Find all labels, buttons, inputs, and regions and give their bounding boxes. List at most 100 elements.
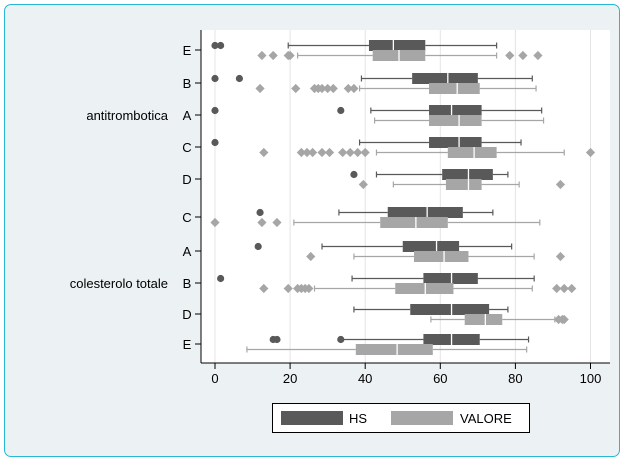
group-label: colesterolo totale: [70, 276, 168, 291]
outlier-point: [304, 283, 314, 294]
outlier-point: [210, 217, 220, 228]
outlier-point: [328, 83, 338, 94]
outlier-point: [235, 74, 244, 83]
outlier-point: [283, 283, 293, 294]
legend-swatch-valore: [391, 411, 453, 425]
outlier-point: [360, 147, 370, 158]
outlier-point: [358, 179, 368, 190]
outlier-point: [217, 274, 225, 283]
box-iqr: [380, 217, 448, 228]
box-iqr: [429, 83, 480, 94]
outlier-point: [343, 83, 353, 94]
box-hs: [211, 40, 498, 51]
outlier-point: [353, 147, 363, 158]
outlier-point: [552, 283, 562, 294]
plot-area: [201, 30, 610, 363]
outlier-point: [257, 217, 267, 228]
box-iqr: [442, 169, 493, 180]
outlier-point: [585, 147, 596, 158]
box-valore: [255, 83, 537, 94]
box-iqr: [429, 115, 482, 126]
y-tick-label: B: [183, 76, 192, 91]
outlier-point: [291, 83, 301, 94]
vertical-gridlines: [214, 30, 591, 363]
outlier-point: [211, 138, 219, 147]
y-tick-label: A: [183, 244, 192, 259]
box-iqr: [395, 283, 454, 294]
box-hs: [353, 304, 509, 315]
legend-swatch-hs: [281, 411, 343, 425]
box-iqr: [387, 207, 463, 218]
outlier-point: [350, 170, 358, 179]
box-hs: [254, 241, 513, 252]
box-iqr: [410, 304, 490, 315]
box-valore: [358, 179, 566, 190]
outlier-point: [345, 147, 355, 158]
x-tick-label: 20: [283, 371, 297, 386]
outlier-point: [308, 147, 318, 158]
outlier-point: [337, 335, 345, 344]
outlier-point: [518, 50, 528, 61]
outlier-point: [317, 83, 327, 94]
box-iqr: [423, 273, 478, 284]
box-iqr: [414, 251, 469, 262]
x-tick-label: 40: [358, 371, 372, 386]
box-hs: [211, 137, 522, 148]
outlier-point: [559, 283, 569, 294]
box-hs: [217, 273, 535, 284]
outlier-point: [337, 106, 345, 115]
outlier-point: [349, 83, 359, 94]
outlier-point: [324, 147, 335, 158]
x-tick-label: 60: [433, 371, 447, 386]
box-iqr: [464, 314, 503, 325]
box-valore: [306, 251, 566, 262]
outlier-point: [256, 208, 264, 217]
outlier-point: [567, 283, 577, 294]
outlier-point: [217, 41, 225, 50]
x-axis: 0 20 40 60 80 100: [201, 362, 610, 386]
y-tick-label: E: [183, 337, 192, 352]
box-iqr: [447, 147, 497, 158]
box-valore: [259, 147, 596, 158]
outlier-point: [259, 283, 269, 294]
group-label: antitrombotica: [86, 108, 168, 123]
outlier-point: [317, 147, 327, 158]
box-hs: [350, 169, 509, 180]
x-tick-label: 0: [211, 371, 218, 386]
outlier-point: [559, 314, 569, 325]
outlier-point: [211, 41, 219, 50]
box-series: [210, 40, 596, 355]
outlier-point: [255, 83, 265, 94]
box-hs: [269, 334, 530, 345]
outlier-point: [272, 217, 282, 228]
outlier-point: [259, 147, 269, 158]
outlier-point: [211, 106, 219, 115]
outlier-point: [285, 50, 295, 61]
box-iqr: [412, 73, 478, 84]
box-iqr: [368, 40, 426, 51]
y-tick-label: D: [182, 172, 191, 187]
y-tick-label: D: [182, 307, 191, 322]
x-tick-label: 80: [508, 371, 522, 386]
y-tick-label: A: [183, 108, 192, 123]
box-valore: [430, 314, 569, 325]
legend-label-hs: HS: [349, 411, 367, 426]
box-iqr: [429, 137, 482, 148]
outlier-point: [323, 83, 333, 94]
x-tick-label: 100: [580, 371, 602, 386]
box-valore: [373, 115, 545, 126]
outlier-point: [254, 242, 262, 251]
outlier-point: [533, 50, 543, 61]
y-tick-label: C: [182, 140, 191, 155]
legend-label-valore: VALORE: [460, 411, 512, 426]
outlier-point: [296, 147, 306, 158]
box-hs: [211, 105, 543, 116]
box-hs: [211, 73, 533, 84]
outlier-point: [211, 74, 219, 83]
box-valore: [210, 217, 541, 228]
outlier-point: [505, 50, 515, 61]
box-iqr: [355, 344, 433, 355]
outlier-point: [268, 50, 278, 61]
box-iqr: [445, 179, 482, 190]
